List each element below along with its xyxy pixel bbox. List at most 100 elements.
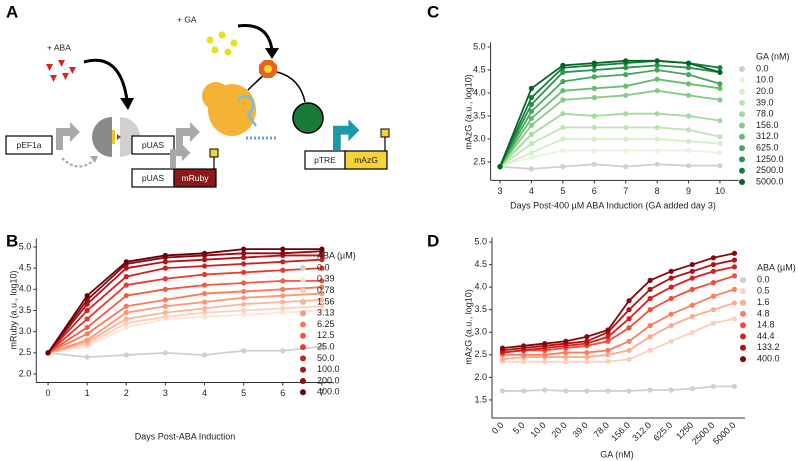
x-tick-label: 7	[319, 388, 324, 398]
data-point	[319, 246, 325, 252]
legend-label: 5000.0	[756, 176, 784, 186]
legend-label: 1250.0	[756, 154, 784, 164]
legend-label: 3.13	[317, 308, 335, 318]
legend-label: 6.25	[317, 319, 335, 329]
data-point	[626, 307, 632, 313]
y-tick-label: 1.5	[474, 394, 487, 404]
data-point	[241, 312, 247, 318]
data-point	[685, 92, 692, 98]
data-point	[710, 255, 716, 261]
legend-label: 400.0	[317, 387, 340, 397]
series-line	[47, 250, 322, 354]
x-tick-label: 9	[686, 186, 691, 196]
y-tick-label: 3.0	[473, 133, 486, 143]
data-point	[521, 358, 527, 365]
legend-label: 0.78	[317, 285, 335, 295]
receptor	[92, 117, 112, 157]
legend-marker	[300, 310, 306, 317]
x-tick-label: 78.0	[592, 420, 611, 439]
gene-box	[344, 150, 388, 170]
series-line	[499, 64, 721, 168]
data-point	[717, 69, 723, 75]
data-point	[623, 72, 629, 78]
data-point	[717, 118, 723, 124]
data-point	[563, 358, 569, 365]
data-point	[626, 356, 632, 362]
series-line	[47, 345, 322, 358]
data-point	[654, 76, 660, 82]
data-point	[731, 286, 738, 292]
data-point	[201, 299, 208, 305]
series-line	[47, 279, 322, 354]
legend-marker	[739, 111, 745, 118]
aba-bound	[117, 134, 121, 140]
data-point	[654, 161, 660, 167]
y-tick-label: 3.0	[19, 326, 32, 336]
data-point	[654, 136, 660, 142]
x-tick-label: 0.0	[490, 420, 506, 436]
data-point	[241, 246, 247, 252]
data-point	[717, 134, 723, 140]
data-point	[84, 316, 90, 322]
data-point	[584, 388, 590, 394]
legend-marker	[300, 265, 306, 271]
data-point	[654, 58, 660, 64]
y-tick-label: 4.0	[19, 284, 32, 294]
series-line	[47, 299, 322, 354]
series-line	[499, 138, 721, 168]
data-point	[717, 141, 723, 147]
data-point	[280, 299, 286, 305]
series-line	[499, 126, 721, 168]
data-point	[689, 261, 695, 268]
data-point	[280, 293, 286, 299]
x-tick-label: 1	[85, 388, 90, 398]
data-point	[241, 301, 247, 307]
data-point	[123, 282, 129, 288]
legend-marker	[739, 133, 745, 140]
data-point	[542, 387, 548, 393]
data-point	[591, 60, 597, 66]
data-point	[123, 310, 129, 316]
data-point	[584, 334, 590, 340]
data-point	[241, 288, 247, 295]
data-point	[685, 81, 692, 87]
x-axis-label: Days Post-400 µM ABA Induction (GA added…	[510, 200, 716, 210]
data-point	[162, 286, 168, 292]
legend-label: 2500.0	[756, 165, 784, 175]
x-tick-label: 6	[280, 388, 285, 398]
legend-marker	[739, 179, 745, 185]
data-point	[499, 356, 506, 362]
data-point	[84, 354, 90, 360]
legend-label: 14.8	[757, 320, 775, 330]
data-point	[241, 295, 247, 301]
data-point	[319, 343, 325, 350]
legend-label: 200.0	[317, 375, 340, 385]
data-point	[605, 334, 611, 340]
data-point	[280, 250, 286, 256]
data-point	[668, 284, 674, 290]
legend-label: 4.8	[757, 308, 770, 318]
y-tick-label: 2.5	[473, 156, 486, 166]
x-tick-label: 3	[498, 186, 503, 196]
data-point	[162, 297, 168, 303]
data-point	[280, 305, 286, 311]
series-line	[502, 288, 735, 356]
data-point	[201, 250, 208, 256]
data-point	[626, 338, 632, 344]
y-tick-label: 4.0	[474, 282, 487, 292]
guide-rna	[237, 94, 258, 127]
data-point	[528, 131, 535, 137]
x-tick-label: 625.0	[651, 420, 674, 443]
x-tick-label: 5000.0	[711, 420, 738, 447]
data-point	[319, 257, 325, 263]
data-point	[623, 164, 629, 170]
series-line	[502, 317, 735, 363]
promoter-label: pUAS	[142, 173, 165, 183]
data-point	[654, 124, 660, 131]
promoter-label: pUAS	[142, 140, 165, 150]
x-tick-label: 4	[529, 186, 534, 196]
series-line	[47, 309, 322, 354]
promoter-label: pEF1a	[16, 140, 41, 150]
series-line	[502, 259, 735, 352]
